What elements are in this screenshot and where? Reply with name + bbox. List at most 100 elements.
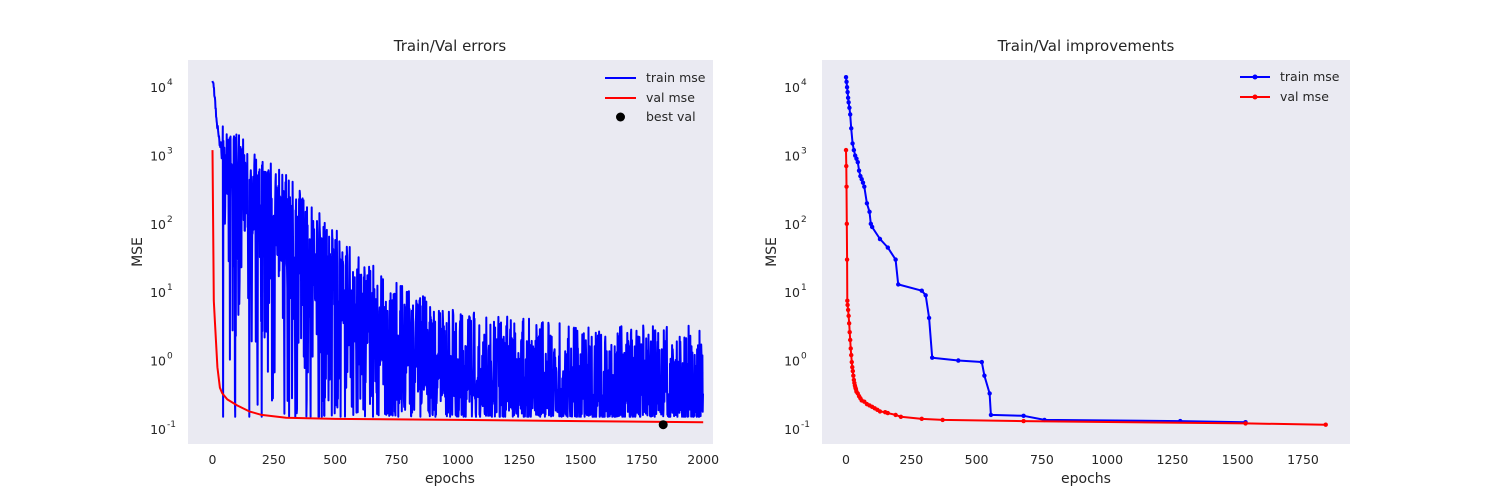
point-val-mse <box>1243 421 1248 426</box>
x-tick-label: 1250 <box>503 452 535 467</box>
x-tick-label: 1000 <box>1091 452 1123 467</box>
x-tick-label: 1500 <box>1222 452 1254 467</box>
x-tick-labels-right: 0 250 500 750 1000 1250 1500 1750 <box>842 452 1319 467</box>
point-train-mse <box>956 358 961 363</box>
point-train-mse <box>929 355 935 360</box>
point-best-val <box>658 420 668 430</box>
x-tick-label: 1500 <box>565 452 597 467</box>
point-train-mse <box>982 373 987 378</box>
point-train-mse <box>926 315 932 321</box>
y-tick-exponent: -1 <box>167 420 176 430</box>
legend-label-train-right: train mse <box>1280 69 1340 84</box>
legend-left: train mse val mse best val <box>598 66 706 130</box>
point-train-mse <box>845 95 851 100</box>
point-val-mse <box>851 373 856 378</box>
line-train-mse <box>845 77 1246 424</box>
chart-title-left: Train/Val errors <box>393 37 507 55</box>
series-left <box>211 80 704 430</box>
y-tick-label: 10 <box>150 285 166 300</box>
point-val-mse <box>1323 422 1328 427</box>
y-tick-label: 10 <box>784 217 800 232</box>
y-tick-label: 10 <box>150 354 166 369</box>
y-tick-exponent: 0 <box>167 352 173 362</box>
point-val-mse <box>877 409 883 414</box>
point-val-mse <box>846 321 852 326</box>
point-train-mse <box>856 168 862 173</box>
point-train-mse <box>843 75 849 80</box>
point-val-mse <box>847 329 852 335</box>
x-axis-label-left: epochs <box>425 471 475 487</box>
point-train-mse <box>849 126 854 131</box>
point-val-mse <box>919 416 924 422</box>
point-train-mse <box>859 177 864 182</box>
point-val-mse <box>844 221 850 227</box>
chart-title-right: Train/Val improvements <box>997 37 1175 55</box>
y-tick-label: 10 <box>150 149 166 164</box>
point-val-mse <box>848 346 853 351</box>
panel-train-val-errors: Train/Val errors epochs MSE 0 250 500 750 10… <box>130 37 719 487</box>
y-tick-exponent: 4 <box>801 78 807 88</box>
point-val-mse <box>845 302 850 308</box>
plot-area-right <box>822 60 1350 444</box>
point-train-mse <box>1021 413 1026 419</box>
point-train-mse <box>979 359 985 365</box>
point-train-mse <box>848 112 853 117</box>
y-tick-exponent: 2 <box>801 215 807 225</box>
point-val-mse <box>844 257 850 262</box>
point-val-mse <box>844 163 849 169</box>
y-tick-exponent: 2 <box>167 215 173 225</box>
y-axis-label-right: MSE <box>764 237 780 267</box>
point-val-mse <box>893 412 898 418</box>
legend-label-val: val mse <box>646 90 695 105</box>
point-val-mse <box>849 359 854 365</box>
point-train-mse <box>847 105 852 110</box>
x-tick-label: 750 <box>1030 452 1054 467</box>
legend-box-right <box>1234 66 1344 108</box>
point-val-mse <box>848 337 853 343</box>
point-train-mse <box>893 257 898 262</box>
point-val-mse <box>849 352 854 358</box>
y-axis-label-left: MSE <box>130 237 146 267</box>
x-tick-label: 1750 <box>626 452 658 467</box>
y-tick-label: 10 <box>784 149 800 164</box>
y-tick-exponent: 1 <box>801 283 807 293</box>
point-train-mse <box>844 84 850 90</box>
point-val-mse <box>940 417 945 423</box>
x-tick-label: 1750 <box>1287 452 1319 467</box>
point-train-mse <box>846 100 851 105</box>
y-tick-exponent: 0 <box>801 352 807 362</box>
point-train-mse <box>862 184 867 189</box>
point-val-mse <box>846 313 851 319</box>
point-train-mse <box>919 288 924 293</box>
legend-marker-best-val <box>616 112 625 122</box>
y-tick-exponent: 3 <box>801 147 807 157</box>
point-train-mse <box>867 209 872 215</box>
point-train-mse <box>854 156 859 161</box>
point-train-mse <box>896 282 901 287</box>
point-train-mse <box>864 201 870 206</box>
y-tick-exponent: 3 <box>167 147 173 157</box>
point-val-mse <box>845 298 850 303</box>
point-train-mse <box>855 159 860 165</box>
y-tick-label: 10 <box>784 80 800 95</box>
point-train-mse <box>851 147 857 153</box>
x-tick-label: 250 <box>899 452 923 467</box>
x-tick-label: 0 <box>209 452 217 467</box>
point-train-mse <box>844 79 849 84</box>
point-val-mse <box>850 364 855 370</box>
line-val-mse <box>211 150 704 424</box>
y-tick-label: 10 <box>784 422 800 437</box>
x-tick-label: 750 <box>385 452 409 467</box>
line-train-mse <box>211 80 704 418</box>
point-val-mse <box>850 368 856 374</box>
point-train-mse <box>923 293 928 298</box>
legend-label-val-right: val mse <box>1280 89 1329 104</box>
legend-marker-val-right <box>1252 94 1258 100</box>
point-train-mse <box>987 391 992 396</box>
point-train-mse <box>869 224 875 230</box>
y-tick-label: 10 <box>784 354 800 369</box>
x-axis-label-right: epochs <box>1061 471 1111 487</box>
